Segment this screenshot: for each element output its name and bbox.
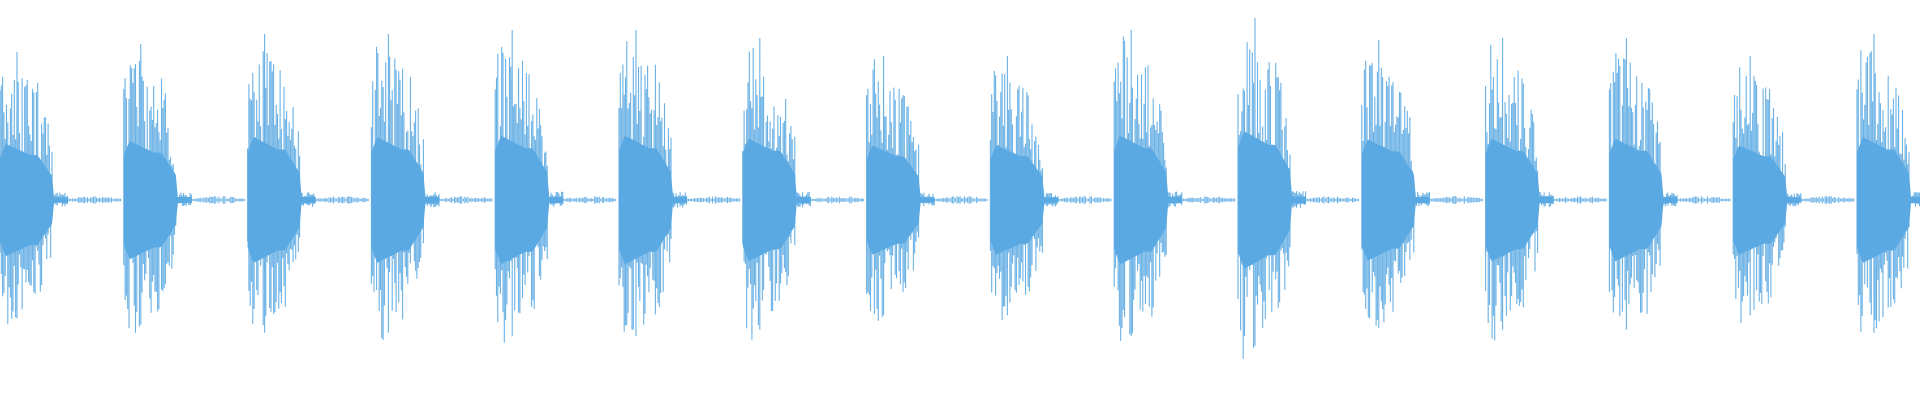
waveform-core <box>495 135 564 265</box>
waveform-core <box>742 138 811 262</box>
waveform-core <box>247 137 316 263</box>
waveform-core <box>866 145 935 255</box>
waveform-core <box>123 141 192 259</box>
waveform-core <box>619 135 687 265</box>
waveform-core <box>1238 131 1306 269</box>
waveform-core <box>1361 139 1430 261</box>
waveform-core <box>1609 138 1678 262</box>
waveform-core <box>1857 137 1920 263</box>
waveform-core <box>990 145 1059 255</box>
waveform-core <box>1114 135 1183 265</box>
waveform-core <box>1485 138 1554 262</box>
waveform-core <box>0 144 68 256</box>
waveform-core <box>1733 145 1802 255</box>
waveform-core <box>371 137 440 263</box>
